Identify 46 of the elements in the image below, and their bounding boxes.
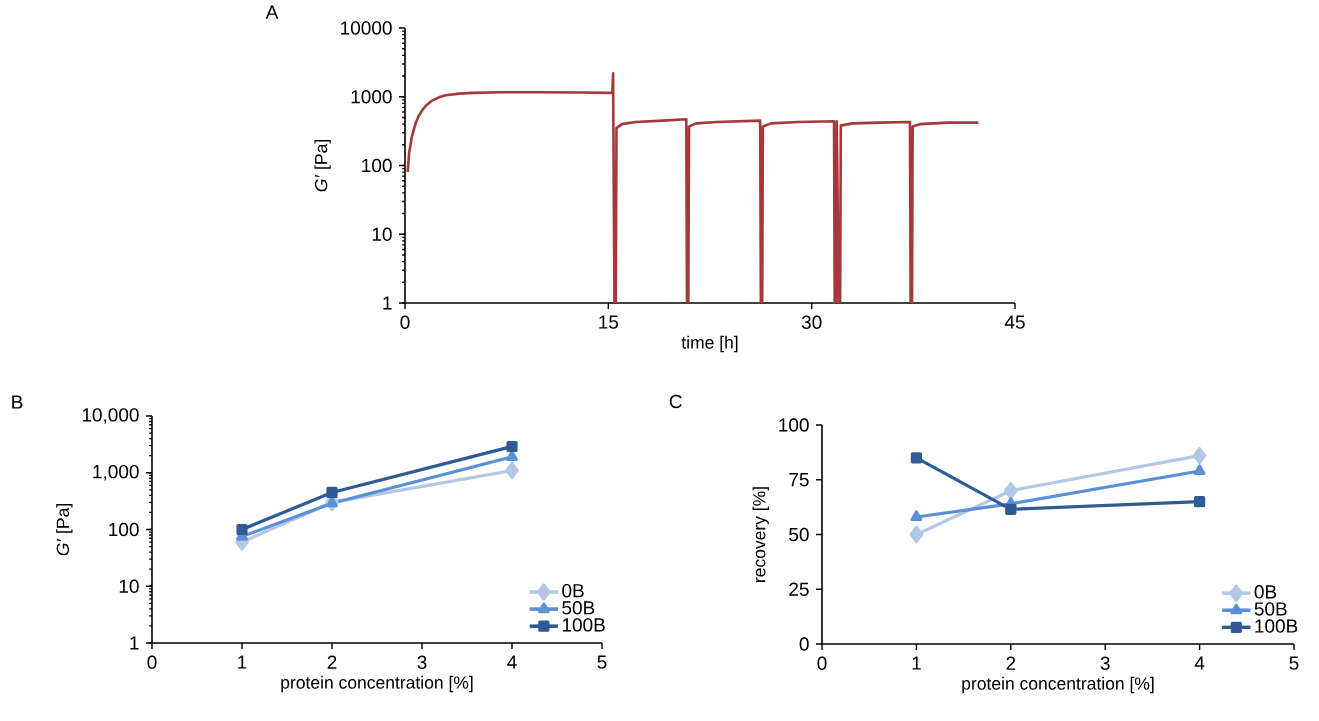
x-tick-label: 4: [507, 655, 517, 669]
y-tick-label: 50: [789, 527, 809, 542]
legend-label: 100B: [1255, 619, 1298, 633]
x-tick-label: 30: [801, 315, 822, 329]
x-tick-label: 0: [147, 655, 157, 669]
x-tick-label: 2: [327, 655, 337, 669]
y-tick-label: 10: [372, 227, 392, 241]
chart-title: B: [12, 395, 23, 409]
legend-label: 0B: [562, 583, 584, 598]
x-tick-label: 2: [1006, 656, 1016, 670]
x-tick-label: 0: [400, 315, 410, 329]
legend-label: 50B: [562, 601, 595, 615]
x-tick-label: 5: [597, 655, 607, 669]
y-tick-label: 75: [789, 473, 809, 487]
y-tick-label: 100: [362, 158, 392, 173]
y-tick-label: 100: [109, 522, 139, 537]
y-axis-title: recovery [%]: [752, 487, 769, 582]
y-tick-label: 1000: [351, 90, 392, 104]
y-tick-label: 25: [789, 582, 809, 596]
x-tick-label: 3: [417, 655, 427, 669]
x-axis-title: time [h]: [681, 335, 738, 353]
x-tick-label: 1: [912, 656, 921, 670]
x-tick-label: 3: [1100, 656, 1110, 670]
y-tick-label: 1: [130, 636, 139, 650]
y-tick-label: 10: [119, 579, 139, 593]
chart-title: C: [669, 394, 682, 409]
y-axis-title: G′ [Pa]: [56, 504, 73, 556]
x-tick-label: 0: [817, 656, 827, 670]
legend-label: 50B: [1254, 602, 1287, 616]
legend-label: 100B: [562, 618, 605, 632]
x-tick-label: 5: [1289, 656, 1299, 670]
x-tick-label: 1: [238, 655, 247, 669]
y-tick-label: 10000: [341, 21, 392, 35]
y-axis-title: G′ [Pa]: [314, 140, 331, 192]
legend-label: 0B: [1254, 585, 1277, 599]
x-axis-title: protein concentration [%]: [962, 676, 1154, 694]
x-axis-title: protein concentration [%]: [281, 675, 473, 693]
x-tick-label: 45: [1004, 315, 1025, 329]
x-tick-label: 4: [1194, 656, 1205, 670]
y-tick-label: 0: [799, 637, 809, 651]
y-tick-label: 1,000: [93, 464, 139, 481]
y-tick-label: 1: [383, 296, 392, 310]
y-tick-label: 100: [779, 418, 809, 432]
x-tick-label: 15: [599, 315, 619, 329]
y-tick-label: 10,000: [82, 408, 139, 424]
chart-title: A: [265, 5, 279, 19]
